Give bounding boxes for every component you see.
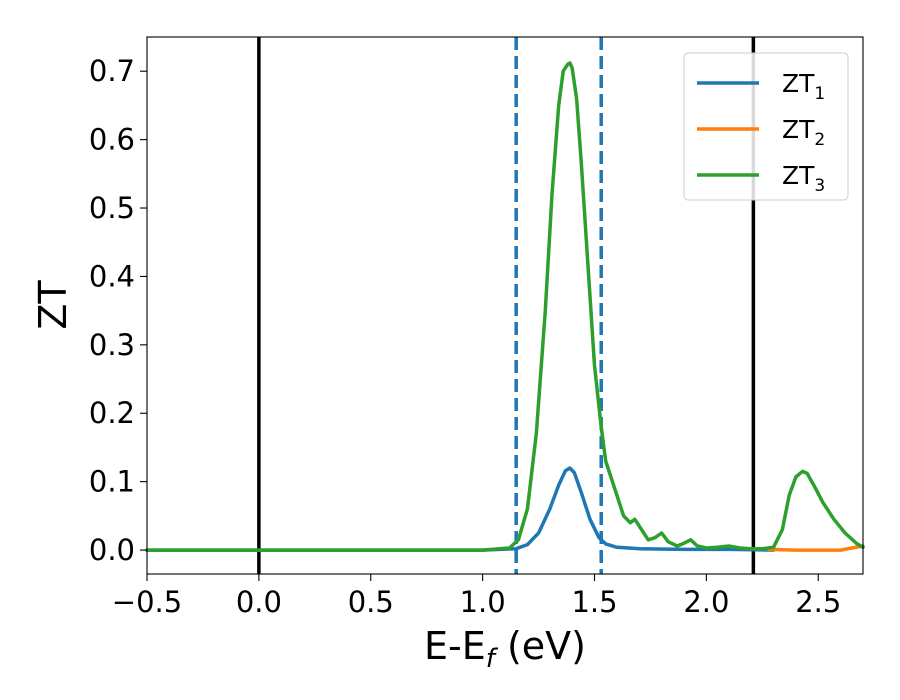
series-line-zt3 (145, 61, 865, 552)
x-tick-label: 1.5 (571, 585, 617, 619)
y-axis-ticks: 0.0 0.1 0.2 0.3 0.4 0.5 0.6 0.7 (89, 54, 147, 567)
x-tick-label: 2.5 (795, 585, 841, 619)
x-tick-label: 0.5 (348, 585, 394, 619)
legend: ZT1 ZT2 ZT3 (683, 52, 849, 201)
legend-label-zt2: ZT2 (782, 115, 825, 150)
x-tick-label: 0.0 (236, 585, 282, 619)
y-tick-label: 0.0 (89, 533, 135, 567)
x-tick-label: 2.0 (683, 585, 729, 619)
y-tick-label: 0.7 (89, 54, 135, 88)
series-lines (145, 61, 865, 552)
y-axis-label: ZT (31, 280, 75, 330)
legend-label-zt3: ZT3 (782, 161, 825, 196)
y-tick-label: 0.3 (89, 328, 135, 362)
y-tick-label: 0.2 (89, 396, 135, 430)
x-tick-label: −0.5 (112, 585, 182, 619)
legend-label-zt1: ZT1 (782, 69, 825, 104)
y-tick-label: 0.6 (89, 123, 135, 157)
x-tick-label: 1.0 (460, 585, 506, 619)
y-tick-label: 0.1 (89, 465, 135, 499)
series-line-zt2 (767, 544, 865, 552)
x-axis-label: E-Ef (eV) (424, 624, 586, 674)
x-axis-ticks: −0.5 0.0 0.5 1.0 1.5 2.0 2.5 (112, 574, 841, 619)
plot-frame (146, 36, 864, 575)
reference-lines (257, 37, 756, 574)
legend-box (683, 52, 849, 201)
y-tick-label: 0.5 (89, 191, 135, 225)
y-tick-label: 0.4 (89, 259, 135, 293)
series-line-zt1 (145, 466, 776, 552)
